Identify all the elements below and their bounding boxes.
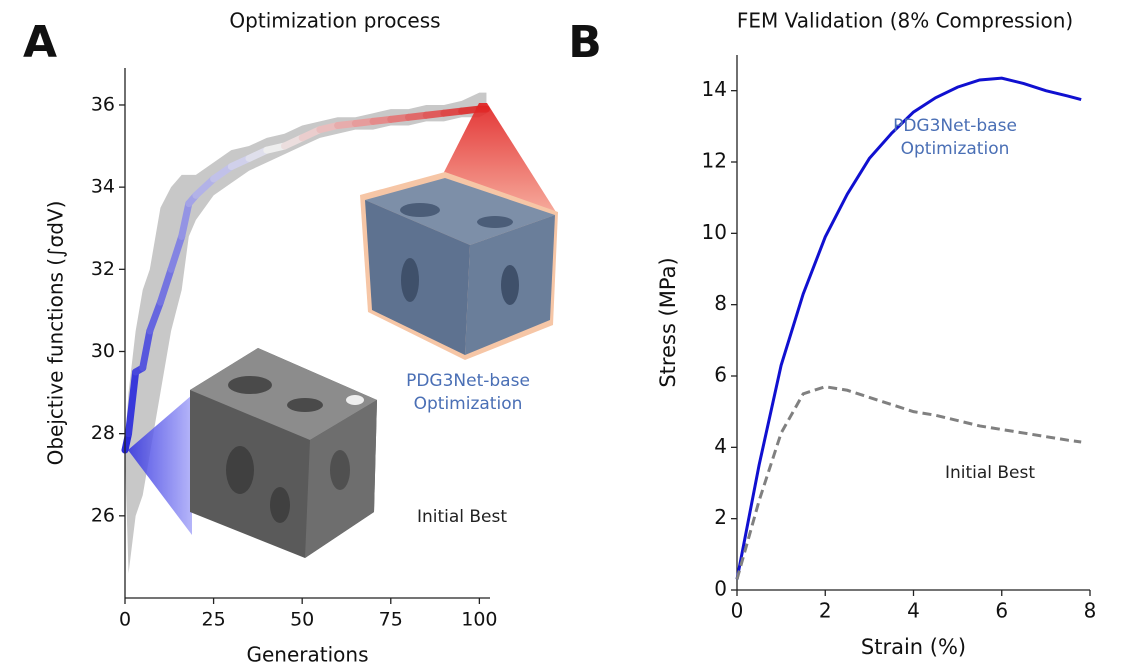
y-tick-label: 4 bbox=[714, 434, 727, 458]
y-tick-label: 30 bbox=[91, 340, 115, 362]
chart-title: FEM Validation (8% Compression) bbox=[737, 9, 1073, 33]
x-tick-label: 25 bbox=[201, 609, 225, 631]
chart-title: Optimization process bbox=[229, 9, 440, 33]
structure-illustrations bbox=[128, 103, 558, 558]
y-tick-label: 14 bbox=[702, 77, 727, 101]
figure: A B Optimization process Generations Obejc… bbox=[0, 0, 1139, 668]
x-tick-label: 6 bbox=[995, 599, 1008, 623]
panel-label: B bbox=[568, 17, 602, 68]
legend-label: PDG3Net-base Optimization bbox=[880, 115, 1030, 161]
x-tick-label: 0 bbox=[731, 599, 744, 623]
y-axis-label: Stress (MPa) bbox=[656, 257, 680, 387]
y-tick-label: 10 bbox=[702, 220, 727, 244]
pore bbox=[228, 376, 272, 394]
y-tick-label: 36 bbox=[91, 93, 115, 115]
y-tick-label: 12 bbox=[702, 149, 727, 173]
y-tick-label: 2 bbox=[714, 505, 727, 529]
annotation: PDG3Net-base Optimization bbox=[393, 370, 543, 416]
x-tick-label: 2 bbox=[819, 599, 832, 623]
pore bbox=[226, 446, 254, 494]
x-axis-label: Strain (%) bbox=[861, 635, 966, 659]
y-tick-label: 6 bbox=[714, 363, 727, 387]
x-tick-label: 75 bbox=[379, 609, 403, 631]
y-tick-label: 26 bbox=[91, 504, 115, 526]
pore bbox=[401, 258, 419, 302]
pore bbox=[477, 216, 513, 228]
x-axis-label: Generations bbox=[247, 643, 369, 667]
x-tick-label: 8 bbox=[1084, 599, 1097, 623]
y-tick-label: 0 bbox=[714, 577, 727, 601]
annotation: Initial Best bbox=[387, 506, 537, 529]
x-tick-label: 50 bbox=[290, 609, 314, 631]
y-tick-label: 32 bbox=[91, 258, 115, 280]
legend-label: Initial Best bbox=[915, 462, 1065, 485]
page: {"panel_labels": ["A", "B"], "chart_data… bbox=[0, 0, 1139, 668]
x-tick-label: 4 bbox=[907, 599, 920, 623]
x-tick-label: 100 bbox=[461, 609, 497, 631]
pore bbox=[346, 395, 364, 405]
x-tick-label: 0 bbox=[119, 609, 131, 631]
pore bbox=[330, 450, 350, 490]
y-tick-label: 34 bbox=[91, 176, 115, 198]
y-tick-label: 8 bbox=[714, 291, 727, 315]
y-axis-label: Obejctive functions (∫σdV) bbox=[44, 201, 68, 466]
pore bbox=[400, 203, 440, 217]
y-tick-label: 28 bbox=[91, 422, 115, 444]
pore bbox=[501, 265, 519, 305]
panel-label: A bbox=[23, 17, 57, 68]
pore bbox=[287, 398, 323, 412]
pore bbox=[270, 487, 290, 523]
